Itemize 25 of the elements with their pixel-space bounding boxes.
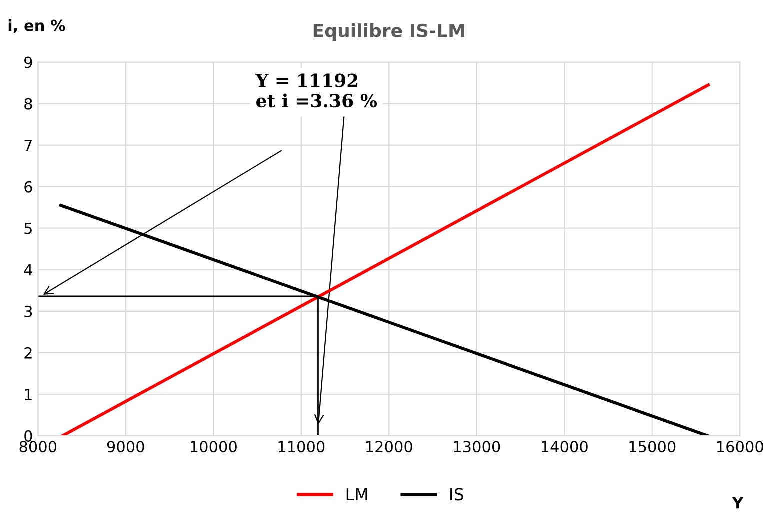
x-tick-label: 13000 — [454, 441, 500, 453]
y-tick-label: 9 — [24, 56, 32, 68]
y-tick-label: 5 — [24, 223, 32, 234]
x-tick-label: 9000 — [107, 441, 144, 453]
y-tick-label: 7 — [24, 140, 32, 152]
y-tick-label: 0 — [24, 430, 32, 442]
chart-title: Equilibre IS-LM — [314, 24, 464, 42]
x-tick-label: 15000 — [630, 441, 676, 453]
x-tick-label: 10000 — [191, 441, 237, 453]
y-tick-label: 3 — [24, 306, 32, 318]
x-tick-label: 12000 — [366, 441, 412, 453]
y-axis-title: i, en % — [8, 20, 66, 34]
annotation: Y = 11192 et i =3.36 % — [256, 74, 378, 108]
x-tick-label: 16000 — [717, 441, 763, 453]
y-tick-label: 8 — [24, 98, 32, 110]
x-tick-label: 14000 — [542, 441, 588, 453]
y-tick-label: 1 — [25, 389, 32, 400]
x-tick-label: 11000 — [278, 441, 325, 453]
y-tick-label: 2 — [24, 347, 32, 359]
x-tick-label: 8000 — [20, 441, 57, 453]
legend-label: IS — [450, 488, 464, 501]
legend-label: LM — [346, 488, 368, 501]
y-tick-label: 4 — [24, 264, 32, 276]
x-axis-title: Y — [732, 497, 744, 509]
y-tick-label: 6 — [24, 181, 32, 193]
